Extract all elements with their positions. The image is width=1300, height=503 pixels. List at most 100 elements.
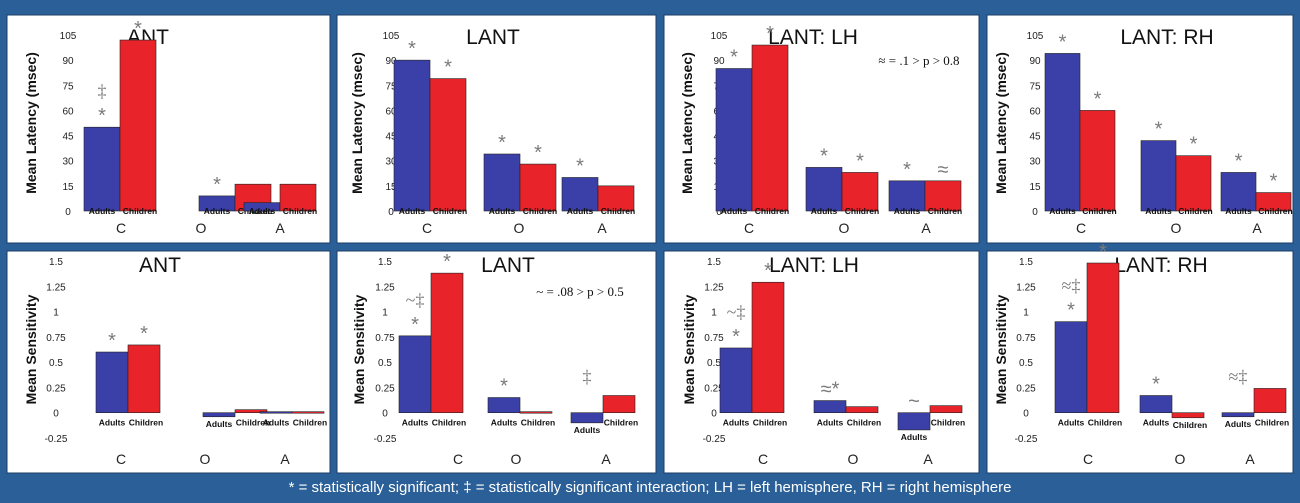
group-label-adults: Adults — [263, 418, 290, 428]
y-tick-label: 0 — [53, 409, 59, 420]
y-tick-label: 30 — [385, 157, 397, 168]
y-tick-label: 0.25 — [375, 383, 395, 394]
y-tick-label: 1.25 — [1016, 282, 1036, 293]
significance-mark: * — [443, 251, 451, 273]
children-bar — [1079, 110, 1116, 212]
children-bar — [1171, 412, 1205, 419]
category-label: C — [453, 451, 463, 467]
group-label-children: Children — [753, 418, 787, 428]
y-tick-label: 1.5 — [1019, 257, 1033, 268]
chart-panel: LANT Mean Latency (msec) 0 15 30 45 60 75 90 105 *… — [336, 14, 657, 244]
group-label-adults: Adults — [402, 418, 429, 428]
y-tick-label: 60 — [62, 106, 74, 117]
y-tick-label: 90 — [713, 56, 725, 67]
adults-bar — [393, 59, 431, 212]
category-label: C — [758, 451, 768, 467]
significance-mark: * — [140, 323, 148, 345]
significance-mark: * — [1155, 119, 1163, 141]
group-label-children: Children — [1088, 418, 1122, 428]
group-label-adults: Adults — [811, 206, 838, 216]
children-bar — [751, 44, 789, 212]
adults-bar — [561, 177, 599, 212]
y-tick-label: 1 — [1023, 308, 1029, 319]
children-bar — [602, 395, 636, 414]
group-label-adults: Adults — [574, 425, 601, 435]
children-bar — [519, 411, 553, 414]
chart-panel: LANT: RH Mean Sensitivity -0.25 0 0.25 0.5 0.7… — [986, 241, 1294, 474]
y-tick-label: 15 — [1029, 182, 1041, 193]
group-label-children: Children — [123, 206, 157, 216]
adults-bar — [1140, 140, 1177, 212]
group-label-adults: Adults — [89, 206, 116, 216]
y-tick-label: 0.75 — [375, 333, 395, 344]
adults-bar — [1221, 412, 1255, 418]
y-tick-label: 1.5 — [378, 257, 392, 268]
children-bar — [519, 163, 557, 212]
y-tick-label: 45 — [1029, 132, 1041, 143]
y-axis-label: Mean Latency (msec) — [679, 52, 695, 194]
chart-panel: ANT Mean Sensitivity -0.25 0 0.25 0.5 0.75 1 1.2… — [6, 250, 331, 474]
significance-mark: * — [98, 105, 106, 127]
y-tick-label: 15 — [385, 182, 397, 193]
significance-mark: * — [134, 18, 142, 40]
significance-mark: * — [444, 57, 452, 79]
group-label-children: Children — [755, 206, 789, 216]
adults-bar — [95, 351, 129, 414]
category-label: O — [200, 451, 211, 467]
adults-bar — [398, 335, 432, 414]
panel-background — [986, 250, 1294, 474]
group-label-children: Children — [433, 206, 467, 216]
y-tick-label: 1.25 — [375, 282, 395, 293]
children-bar — [1253, 388, 1287, 414]
y-tick-label: 0.25 — [46, 383, 66, 394]
y-tick-label: 90 — [62, 56, 74, 67]
significance-mark: * — [1235, 150, 1243, 172]
group-label-adults: Adults — [204, 206, 231, 216]
children-bar — [234, 409, 268, 414]
category-label: O — [1171, 220, 1182, 236]
y-tick-label: 1.25 — [46, 282, 66, 293]
y-tick-label: 15 — [62, 182, 74, 193]
group-label-adults: Adults — [817, 418, 844, 428]
group-label-children: Children — [1173, 420, 1207, 430]
panel-background — [6, 250, 331, 474]
group-label-children: Children — [1082, 206, 1116, 216]
y-tick-label: 45 — [385, 132, 397, 143]
adults-bar — [813, 400, 847, 414]
y-tick-label: 0 — [1023, 409, 1029, 420]
category-label: C — [116, 451, 126, 467]
significance-note: ~ = .08 > p > 0.5 — [536, 284, 624, 299]
category-label: C — [1083, 451, 1093, 467]
y-tick-label: 1 — [53, 308, 59, 319]
interaction-mark: ≈‡ — [1062, 276, 1081, 296]
category-label: C — [422, 220, 432, 236]
children-bar — [429, 78, 467, 212]
group-label-children: Children — [236, 418, 270, 428]
y-tick-label: 90 — [1029, 56, 1041, 67]
category-label: O — [839, 220, 850, 236]
group-label-children: Children — [604, 418, 638, 428]
adults-bar — [719, 347, 753, 414]
y-tick-label: 1 — [382, 308, 388, 319]
group-label-children: Children — [432, 418, 466, 428]
category-label: C — [1076, 220, 1086, 236]
y-tick-label: 0 — [65, 207, 71, 218]
y-tick-label: 0.5 — [1019, 358, 1033, 369]
group-label-children: Children — [1258, 206, 1292, 216]
significance-mark: * — [1152, 374, 1160, 396]
category-label: A — [597, 220, 607, 236]
group-label-children: Children — [931, 418, 965, 428]
adults-bar — [1044, 53, 1081, 212]
category-label: O — [511, 451, 522, 467]
category-label: O — [196, 220, 207, 236]
group-label-adults: Adults — [1058, 418, 1085, 428]
significance-mark: ≈ — [938, 159, 949, 181]
category-label: A — [921, 220, 931, 236]
adults-bar — [483, 153, 521, 212]
y-tick-label: 60 — [385, 106, 397, 117]
y-tick-label: 1.5 — [707, 257, 721, 268]
